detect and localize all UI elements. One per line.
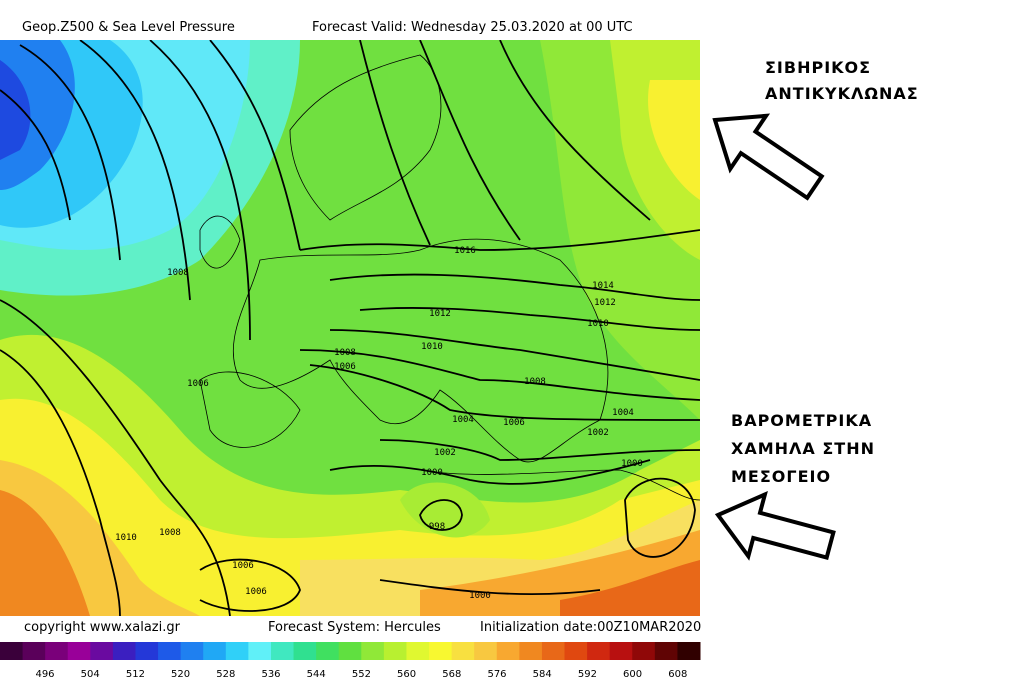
isobar-label: 1014 bbox=[592, 281, 614, 291]
colorbar-swatch bbox=[135, 642, 159, 660]
colorbar-swatch bbox=[180, 642, 204, 660]
colorbar-swatch bbox=[338, 642, 362, 660]
annotation: ΒΑΡΟΜΕΤΡΙΚΑ bbox=[731, 411, 872, 430]
colorbar-swatch bbox=[225, 642, 249, 660]
header-title: Geop.Z500 & Sea Level Pressure bbox=[22, 20, 235, 35]
isobar-label: 1008 bbox=[159, 528, 181, 538]
footer-init: Initialization date:00Z10MAR2020 bbox=[480, 620, 701, 635]
colorbar-swatch bbox=[429, 642, 453, 660]
colorbar-swatch bbox=[316, 642, 340, 660]
arrow bbox=[712, 113, 825, 201]
isobar-label: 1010 bbox=[115, 533, 137, 543]
isobar-label: 1006 bbox=[245, 587, 267, 597]
colorbar-swatch bbox=[361, 642, 385, 660]
colorbar-swatch bbox=[158, 642, 182, 660]
colorbar-swatch bbox=[496, 642, 520, 660]
isobar-label: 1006 bbox=[232, 561, 254, 571]
annotation: ΣΙΒΗΡΙΚΟΣ bbox=[765, 58, 871, 77]
isobar-label: 1002 bbox=[434, 448, 456, 458]
colorbar-label: 584 bbox=[533, 669, 552, 680]
colorbar-swatch bbox=[203, 642, 227, 660]
colorbar-label: 592 bbox=[578, 669, 597, 680]
colorbar-label: 608 bbox=[668, 669, 687, 680]
colorbar-swatch bbox=[451, 642, 475, 660]
colorbar-label: 512 bbox=[126, 669, 145, 680]
colorbar-label: 528 bbox=[216, 669, 235, 680]
isobar-label: 1016 bbox=[454, 246, 476, 256]
isobar-label: 1012 bbox=[594, 298, 616, 308]
isobar-label: 1008 bbox=[334, 348, 356, 358]
isobar-label: 1004 bbox=[612, 408, 634, 418]
arrow bbox=[714, 490, 836, 561]
colorbar-swatch bbox=[112, 642, 136, 660]
colorbar-swatch bbox=[270, 642, 295, 660]
isobar-label: 1006 bbox=[187, 379, 209, 389]
colorbar-swatch bbox=[609, 642, 633, 660]
colorbar-swatch bbox=[677, 642, 701, 660]
isobar-label: 1000 bbox=[621, 459, 643, 469]
isobar-label: 998 bbox=[429, 522, 445, 532]
annotation: ΧΑΜΗΛΑ ΣΤΗΝ bbox=[731, 439, 875, 458]
isobar-label: 1006 bbox=[503, 418, 525, 428]
colorbar-swatch bbox=[67, 642, 91, 660]
isobar-label: 1008 bbox=[524, 377, 546, 387]
isobar-label: 1008 bbox=[167, 268, 189, 278]
colorbar-swatch bbox=[248, 642, 272, 660]
map bbox=[0, 40, 700, 616]
colorbar-swatch bbox=[406, 642, 430, 660]
colorbar-label: 552 bbox=[352, 669, 371, 680]
isobar-label: 1002 bbox=[587, 428, 609, 438]
colorbar-label: 560 bbox=[397, 669, 416, 680]
colorbar-swatch bbox=[654, 642, 678, 660]
colorbar-label: 576 bbox=[487, 669, 506, 680]
colorbar-swatch bbox=[564, 642, 588, 660]
isobar-label: 1004 bbox=[452, 415, 474, 425]
footer-system: Forecast System: Hercules bbox=[268, 620, 441, 635]
colorbar-label: 520 bbox=[171, 669, 190, 680]
colorbar-swatch bbox=[293, 642, 317, 660]
colorbar-swatch bbox=[587, 642, 611, 660]
colorbar-swatch bbox=[632, 642, 656, 660]
colorbar-swatch bbox=[541, 642, 566, 660]
isobar-label: 1012 bbox=[429, 309, 451, 319]
colorbar-swatch bbox=[22, 642, 46, 660]
colorbar-swatch bbox=[383, 642, 407, 660]
colorbar-label: 568 bbox=[442, 669, 461, 680]
footer-copyright: copyright www.xalazi.gr bbox=[24, 620, 181, 635]
colorbar-label: 536 bbox=[261, 669, 280, 680]
colorbar-label: 504 bbox=[81, 669, 100, 680]
isobar-label: 1010 bbox=[421, 342, 443, 352]
annotation: ΑΝΤΙΚΥΚΛΩΝΑΣ bbox=[765, 84, 919, 103]
colorbar-swatch bbox=[45, 642, 69, 660]
colorbar-swatch bbox=[0, 642, 24, 660]
colorbar-label: 496 bbox=[35, 669, 54, 680]
colorbar-label: 600 bbox=[623, 669, 642, 680]
annotation: ΜΕΣΟΓΕΙΟ bbox=[731, 467, 831, 486]
isobar-label: 1000 bbox=[421, 468, 443, 478]
isobar-label: 1006 bbox=[334, 362, 356, 372]
isobar-label: 1000 bbox=[469, 591, 491, 601]
colorbar-swatch bbox=[474, 642, 498, 660]
header-valid: Forecast Valid: Wednesday 25.03.2020 at … bbox=[312, 20, 633, 35]
colorbar-swatch bbox=[519, 642, 543, 660]
colorbar-swatch bbox=[90, 642, 114, 660]
isobar-label: 1010 bbox=[587, 319, 609, 329]
colorbar-label: 544 bbox=[307, 669, 326, 680]
